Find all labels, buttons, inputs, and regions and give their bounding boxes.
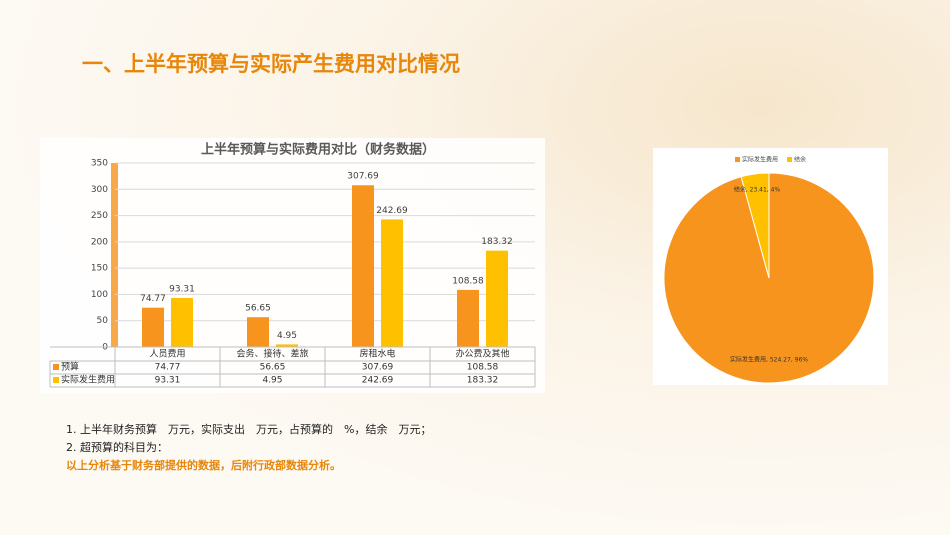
y-tick-label: 150 [91, 264, 108, 274]
data-label: 242.69 [376, 206, 408, 216]
data-label: 56.65 [245, 304, 271, 314]
table-cell: 4.95 [262, 376, 282, 386]
chart-title: 上半年预算与实际费用对比（财务数据） [201, 142, 435, 158]
data-label: 4.95 [277, 331, 297, 341]
bar [171, 297, 193, 347]
table-cell: 307.69 [362, 363, 394, 373]
legend-label: 预算 [61, 361, 79, 373]
bar [276, 344, 298, 347]
bar [457, 289, 479, 347]
legend-swatch [53, 364, 59, 370]
y-tick-label: 350 [91, 159, 108, 169]
note: 以上分析基于财务部提供的数据，后附行政部数据分析。 [66, 458, 341, 472]
pie-slice [740, 172, 770, 279]
table-cell: 74.77 [155, 363, 181, 373]
bar [352, 185, 374, 347]
data-label: 307.69 [347, 172, 379, 182]
data-label: 实际发生费用, 524.27, 96% [730, 356, 808, 364]
x-tick-label: 人员费用 [149, 348, 185, 360]
legend-label: 结余 [794, 156, 806, 164]
note: 2. 超预算的科目为： [66, 440, 168, 454]
legend-swatch [787, 157, 792, 162]
y-tick-label: 200 [91, 237, 108, 247]
data-label: 93.31 [169, 284, 195, 294]
table-cell: 93.31 [155, 376, 181, 386]
table-cell: 242.69 [362, 376, 394, 386]
x-tick-label: 房租水电 [359, 348, 395, 360]
x-tick-label: 办公费及其他 [455, 348, 509, 360]
table-cell: 56.65 [260, 363, 286, 373]
bar [486, 250, 508, 347]
legend-label: 实际发生费用 [742, 156, 778, 164]
table-cell: 108.58 [467, 363, 499, 373]
data-label: 74.77 [140, 294, 166, 304]
legend-swatch [735, 157, 740, 162]
axis-ruler [111, 163, 118, 347]
data-label: 183.32 [481, 237, 513, 247]
bar [381, 219, 403, 347]
y-tick-label: 300 [91, 185, 108, 195]
bar [142, 307, 164, 347]
legend-swatch [53, 377, 59, 383]
note: 1. 上半年财务预算 万元，实际支出 万元，占预算的 %，结余 万元； [66, 422, 431, 436]
y-tick-label: 50 [97, 316, 109, 326]
legend-label: 实际发生费用 [61, 374, 115, 386]
x-tick-label: 会务、接待、差旅 [236, 348, 308, 360]
bar [247, 317, 269, 347]
data-label: 结余, 23.41, 4% [734, 186, 781, 194]
data-label: 108.58 [452, 276, 484, 286]
table-cell: 183.32 [467, 376, 499, 386]
slide-title: 一、上半年预算与实际产生费用对比情况 [82, 52, 460, 76]
bar-chart-panel [40, 138, 545, 393]
y-tick-label: 250 [91, 211, 108, 221]
y-tick-label: 100 [91, 290, 108, 300]
